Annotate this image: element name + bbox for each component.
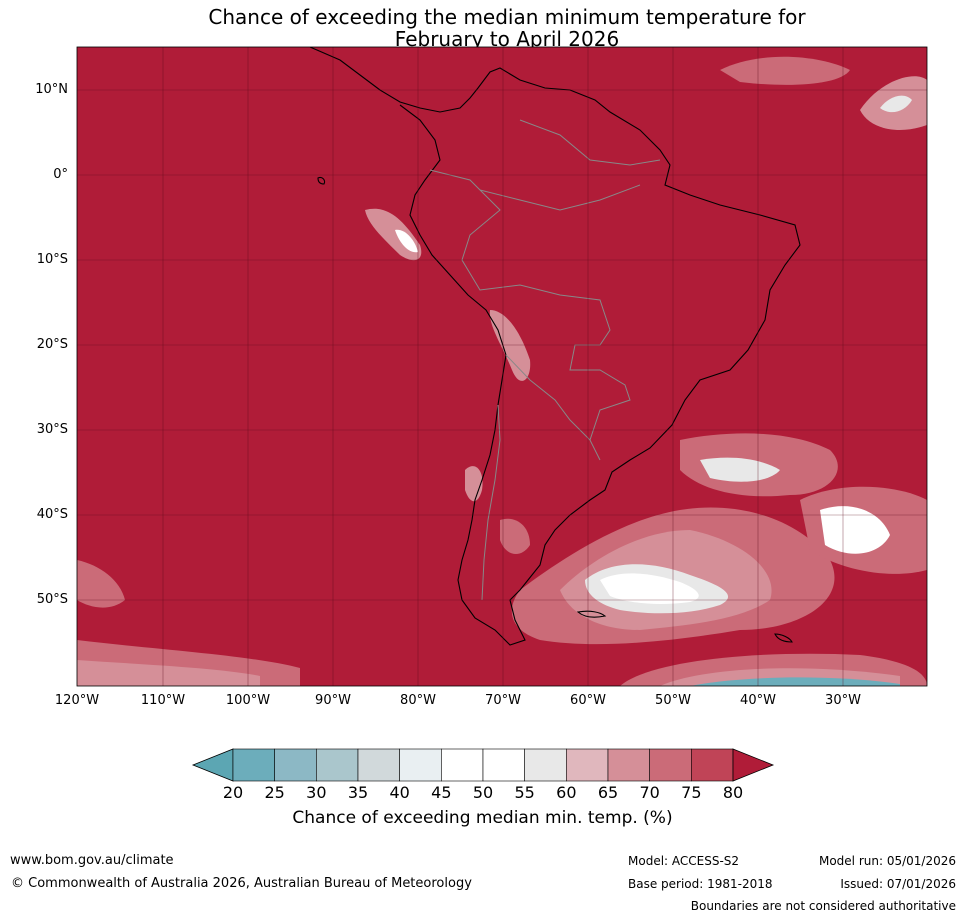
colorbar bbox=[191, 748, 775, 782]
colorbar-segment bbox=[607, 748, 650, 782]
colorbar-segment bbox=[649, 748, 692, 782]
lon-label-100w: 100°W bbox=[225, 693, 271, 708]
colorbar-tick-label: 50 bbox=[472, 783, 494, 802]
colorbar-tick-label: 75 bbox=[681, 783, 702, 802]
lon-label-30w: 30°W bbox=[825, 693, 861, 708]
colorbar-segment bbox=[691, 748, 734, 782]
base-period-text: Base period: 1981-2018 bbox=[628, 877, 773, 891]
lat-label-50s: 50°S bbox=[36, 592, 68, 607]
lat-label-10n: 10°N bbox=[35, 82, 68, 97]
colorbar-tick-label: 70 bbox=[639, 783, 660, 802]
colorbar-segment bbox=[566, 748, 609, 782]
colorbar-tick-label: 60 bbox=[556, 783, 577, 802]
country-borders bbox=[429, 119, 661, 601]
map-frame bbox=[76, 46, 928, 687]
lon-label-90w: 90°W bbox=[315, 693, 351, 708]
colorbar-segment bbox=[232, 748, 275, 782]
colorbar-segment bbox=[316, 748, 359, 782]
lat-label-10s: 10°S bbox=[36, 252, 68, 267]
lat-label-20s: 20°S bbox=[36, 337, 68, 352]
colorbar-extend-high bbox=[732, 748, 775, 782]
issued-text: Issued: 07/01/2026 bbox=[840, 877, 956, 891]
colorbar-segment bbox=[524, 748, 567, 782]
model-text: Model: ACCESS-S2 bbox=[628, 854, 740, 868]
colorbar-segment bbox=[274, 748, 317, 782]
colorbar-tick-label: 80 bbox=[722, 783, 744, 802]
copyright-text: © Commonwealth of Australia 2026, Austra… bbox=[11, 876, 472, 891]
lat-label-0: 0° bbox=[53, 167, 68, 182]
lon-label-80w: 80°W bbox=[400, 693, 436, 708]
lon-label-70w: 70°W bbox=[485, 693, 521, 708]
colorbar-tick-label: 45 bbox=[431, 783, 452, 802]
map-title-line-1: Chance of exceeding the median minimum t… bbox=[208, 5, 806, 29]
colorbar-segment bbox=[357, 748, 400, 782]
lat-label-30s: 30°S bbox=[36, 422, 68, 437]
colorbar-tick-label: 65 bbox=[597, 783, 619, 802]
colorbar-label: Chance of exceeding median min. temp. (%… bbox=[292, 808, 673, 828]
lon-label-50w: 50°W bbox=[655, 693, 691, 708]
colorbar-tick-label: 25 bbox=[264, 783, 285, 802]
colorbar-tick-label: 30 bbox=[306, 783, 327, 802]
model-run-text: Model run: 05/01/2026 bbox=[818, 854, 956, 868]
colorbar-segment bbox=[399, 748, 442, 782]
colorbar-tick-label: 40 bbox=[389, 783, 410, 802]
lon-label-60w: 60°W bbox=[570, 693, 606, 708]
website-text: www.bom.gov.au/climate bbox=[10, 853, 174, 868]
colorbar-extend-low bbox=[191, 748, 234, 782]
colorbar-segment bbox=[482, 748, 525, 782]
colorbar-tick-label: 20 bbox=[222, 783, 244, 802]
colorbar-tick-label: 35 bbox=[347, 783, 369, 802]
lon-label-120w: 120°W bbox=[54, 693, 100, 708]
lat-label-40s: 40°S bbox=[36, 507, 68, 522]
colorbar-segment bbox=[441, 748, 484, 782]
graticule bbox=[77, 47, 927, 686]
disclaimer-text: Boundaries are not considered authoritat… bbox=[690, 899, 956, 913]
lon-label-40w: 40°W bbox=[740, 693, 776, 708]
lon-label-110w: 110°W bbox=[140, 693, 186, 708]
probability-patches bbox=[77, 56, 927, 686]
colorbar-tick-label: 55 bbox=[514, 783, 535, 802]
map-title-line-2: February to April 2026 bbox=[394, 27, 620, 51]
